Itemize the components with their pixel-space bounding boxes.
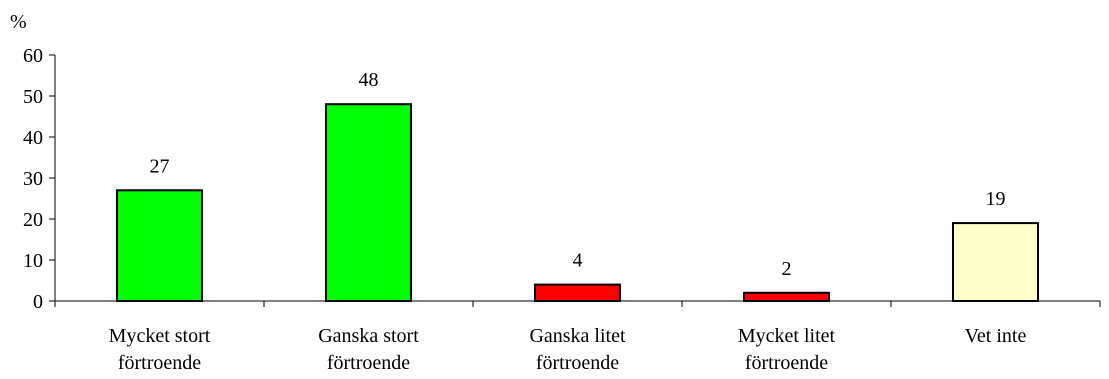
category-label-line: förtroende (536, 352, 619, 374)
bar (743, 291, 830, 302)
category-label: Mycket litet förtroende (738, 325, 836, 374)
bar (116, 189, 203, 302)
category-label: Mycket stort förtroende (109, 325, 211, 374)
y-tick-label: 50 (23, 86, 43, 108)
category-label: Ganska litet förtroende (529, 325, 626, 374)
category-label-line: förtroende (745, 352, 828, 374)
y-tick-label: 20 (23, 209, 43, 231)
data-label: 48 (359, 69, 379, 91)
category-labels: Mycket stort förtroende Ganska stort förtro… (109, 325, 1027, 374)
y-tick-label: 30 (23, 168, 43, 190)
y-tick-label: 60 (23, 45, 43, 67)
data-label: 19 (986, 188, 1006, 210)
category-label-line: Mycket stort (109, 325, 211, 347)
category-label: Vet inte (965, 325, 1027, 347)
data-label: 27 (150, 155, 170, 177)
category-label-line: Mycket litet (738, 325, 836, 347)
bar (325, 103, 412, 302)
y-axis-unit-label: % (10, 11, 27, 33)
bars (116, 103, 1039, 303)
bar (534, 283, 621, 303)
category-label-line: förtroende (118, 352, 201, 374)
data-labels: 27 48 4 2 19 (150, 69, 1006, 280)
y-tick-label: 40 (23, 127, 43, 149)
category-label-line: Vet inte (965, 325, 1027, 347)
y-tick-label: 0 (33, 291, 43, 313)
category-label-line: förtroende (327, 352, 410, 374)
bar (952, 222, 1039, 303)
category-label-line: Ganska litet (529, 325, 626, 347)
data-label: 2 (782, 258, 792, 280)
y-axis: 0 10 20 30 40 50 60 (23, 45, 56, 313)
y-tick-label: 10 (23, 250, 43, 272)
category-label: Ganska stort förtroende (318, 325, 419, 374)
category-label-line: Ganska stort (318, 325, 419, 347)
data-label: 4 (573, 250, 583, 272)
